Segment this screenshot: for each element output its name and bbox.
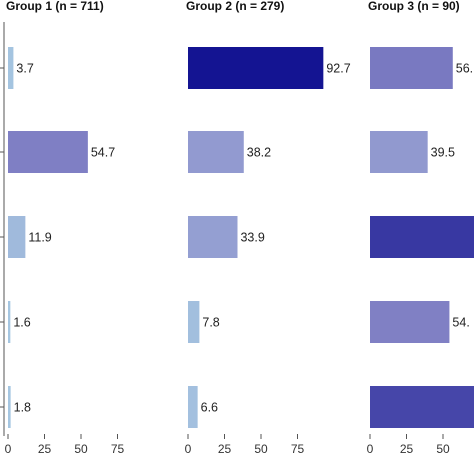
panel-title-2: Group 2 (n = 279) — [186, 0, 284, 13]
x-tick-label-group1-3: 50 — [74, 442, 88, 456]
value-label-group2-row2: 38.2 — [247, 146, 271, 160]
x-tick-label-group2-4: 75 — [291, 442, 305, 456]
x-tick-label-group2-2: 25 — [218, 442, 232, 456]
bar-group3-row3 — [370, 216, 474, 258]
bar-group2-row5 — [188, 386, 198, 428]
value-label-group1-row4: 1.6 — [13, 316, 30, 330]
value-label-group1-row1: 3.7 — [16, 62, 33, 76]
bar-group3-row1 — [370, 47, 453, 89]
x-tick-label-group1-1: 0 — [5, 442, 12, 456]
x-tick-label-group2-3: 50 — [254, 442, 268, 456]
value-label-group3-row4: 54. — [452, 316, 469, 330]
x-tick-label-group3-2: 25 — [400, 442, 414, 456]
value-label-group1-row3: 11.9 — [28, 231, 51, 245]
panel-title-1: Group 1 (n = 711) — [6, 0, 104, 13]
bar-group2-row4 — [188, 301, 200, 343]
bar-group1-row2 — [8, 131, 88, 173]
bar-group3-row4 — [370, 301, 450, 343]
value-label-group1-row2: 54.7 — [91, 146, 115, 160]
value-label-group3-row1: 56. — [456, 62, 473, 76]
bar-group1-row3 — [8, 216, 26, 258]
value-label-group2-row3: 33.9 — [240, 231, 264, 245]
x-tick-label-group1-2: 25 — [38, 442, 52, 456]
bar-group1-row5 — [8, 386, 11, 428]
bar-group2-row3 — [188, 216, 238, 258]
value-label-group2-row4: 7.8 — [202, 316, 219, 330]
x-tick-label-group3-1: 0 — [367, 442, 374, 456]
value-label-group1-row5: 1.8 — [14, 401, 31, 415]
value-label-group2-row5: 6.6 — [201, 401, 218, 415]
bar-group1-row4 — [8, 301, 11, 343]
bar-group2-row2 — [188, 131, 244, 173]
value-label-group2-row1: 92.7 — [326, 62, 350, 76]
bar-group2-row1 — [188, 47, 324, 89]
x-tick-label-group1-4: 75 — [111, 442, 125, 456]
panel-title-3: Group 3 (n = 90) — [368, 0, 460, 13]
bar-group3-row5 — [370, 386, 474, 428]
value-label-group3-row2: 39.5 — [431, 146, 455, 160]
bar-group1-row1 — [8, 47, 14, 89]
x-tick-label-group3-3: 50 — [436, 442, 450, 456]
bar-group3-row2 — [370, 131, 428, 173]
x-tick-label-group2-1: 0 — [185, 442, 192, 456]
